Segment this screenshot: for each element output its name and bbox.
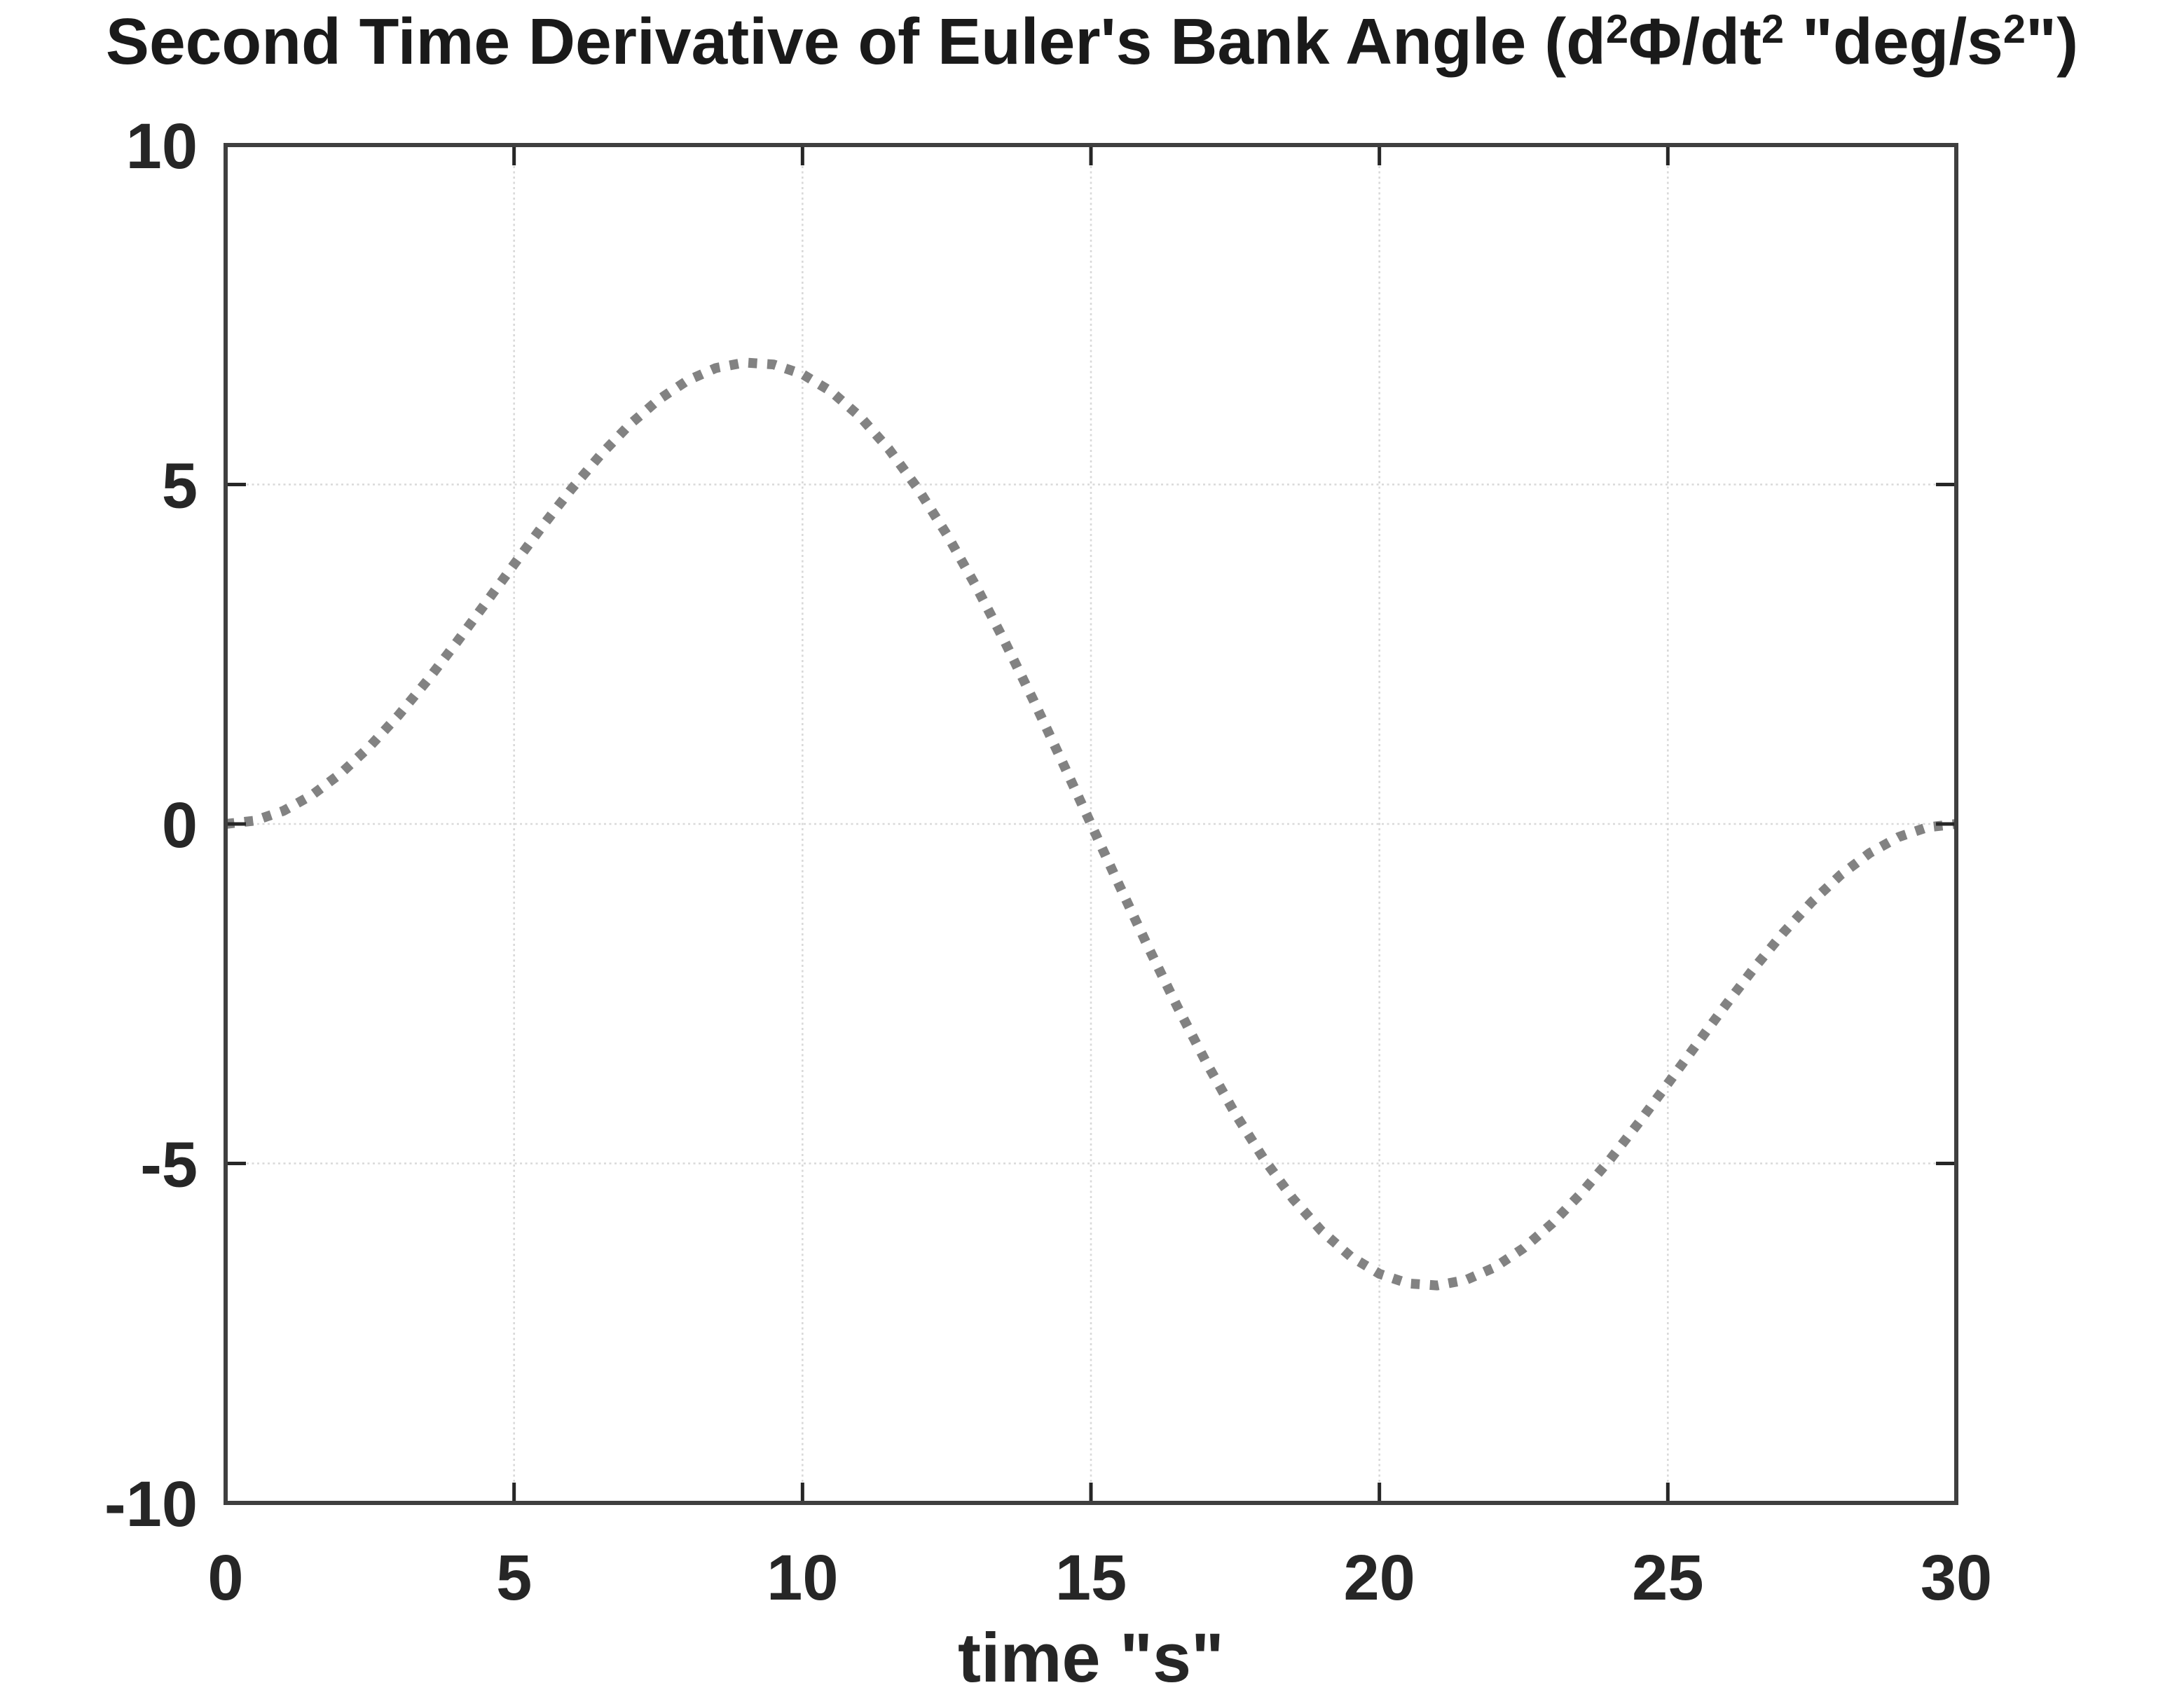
title-text: ") <box>2026 5 2079 78</box>
x-tick-label: 25 <box>1632 1542 1703 1614</box>
x-tick-label: 15 <box>1055 1542 1127 1614</box>
title-superscript: 2 <box>2003 7 2026 53</box>
y-tick-label: 5 <box>162 451 198 522</box>
x-tick-label: 10 <box>767 1542 838 1614</box>
y-tick-label: 0 <box>162 790 198 861</box>
title-superscript: 2 <box>1761 7 1785 53</box>
x-tick-label: 5 <box>496 1542 532 1614</box>
x-tick-label: 20 <box>1343 1542 1415 1614</box>
x-tick-label: 0 <box>207 1542 243 1614</box>
axes-box <box>224 143 1958 1505</box>
chart-title: Second Time Derivative of Euler's Bank A… <box>0 4 2184 79</box>
y-tick-label: 10 <box>126 111 198 182</box>
y-tick-label: -5 <box>140 1129 198 1201</box>
title-text: Φ/dt <box>1628 5 1761 78</box>
y-tick-label: -10 <box>104 1469 198 1540</box>
x-tick-label: 30 <box>1921 1542 1992 1614</box>
x-axis-label: time "s" <box>958 1619 1224 1696</box>
title-superscript: 2 <box>1605 7 1629 53</box>
title-text: "deg/s <box>1784 5 2003 78</box>
data-series-line <box>225 357 1957 1291</box>
title-text: Second Time Derivative of Euler's Bank A… <box>105 5 1606 78</box>
